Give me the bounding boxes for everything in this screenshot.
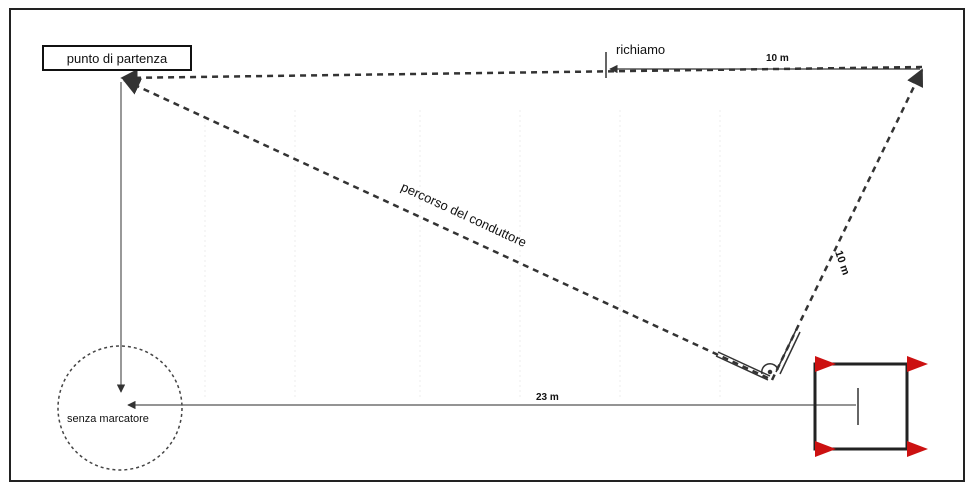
- bottom-distance-label: 23 m: [536, 392, 559, 403]
- target-square: [813, 362, 909, 451]
- handler-path-line: [122, 78, 769, 380]
- recall-label: richiamo: [616, 42, 665, 57]
- start-point-label: punto di partenza: [66, 50, 168, 66]
- no-marker-label: senza marcatore: [67, 413, 149, 425]
- top-distance-label: 10 m: [766, 53, 789, 64]
- flag-top-right-icon: [907, 356, 928, 372]
- diagonal-distance-label: 10 m: [832, 249, 852, 277]
- start-point-box: punto di partenza: [42, 45, 192, 71]
- right-angle-symbol: [715, 329, 801, 381]
- background-watermark: [204, 110, 721, 400]
- red-flags: [815, 356, 928, 457]
- flag-bottom-left-icon: [815, 441, 836, 457]
- flag-top-left-icon: [815, 356, 836, 372]
- handler-path-label: percorso del conduttore: [399, 179, 529, 250]
- diagonal-path-line: [770, 68, 924, 381]
- no-marker-circle: [57, 345, 183, 471]
- flag-bottom-right-icon: [907, 441, 928, 457]
- diagram-frame: [9, 8, 965, 482]
